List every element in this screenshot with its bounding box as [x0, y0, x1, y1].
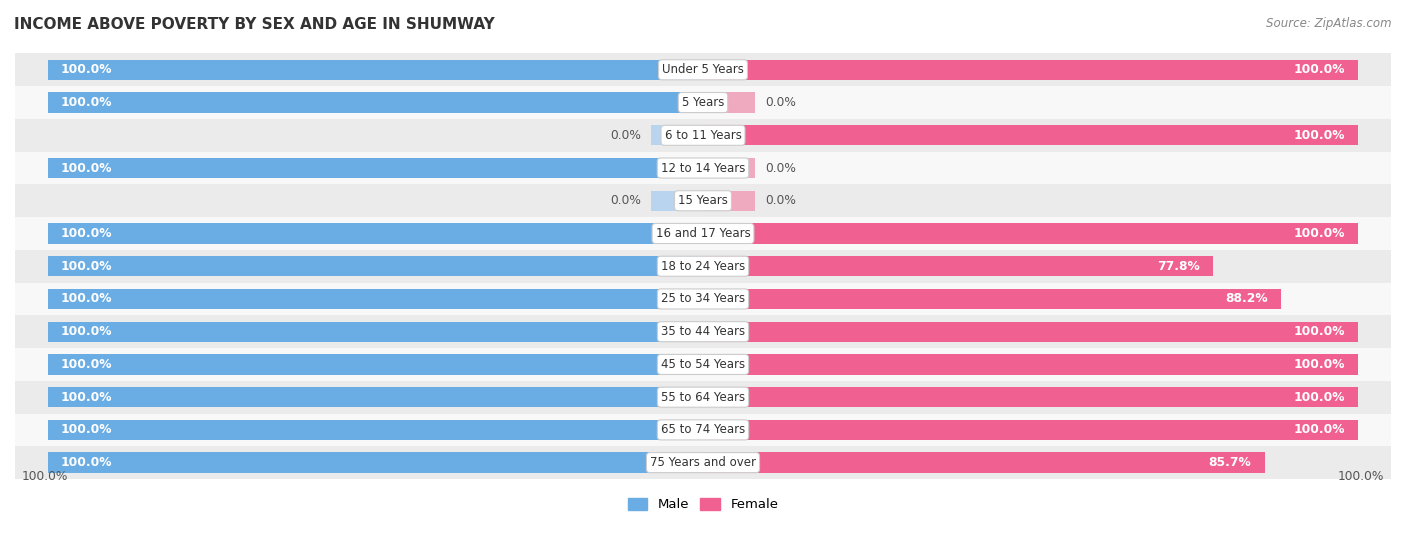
Bar — [703, 321, 1358, 342]
Text: 100.0%: 100.0% — [1294, 358, 1346, 371]
Bar — [703, 452, 1264, 473]
Text: 100.0%: 100.0% — [60, 227, 112, 240]
Text: 100.0%: 100.0% — [60, 423, 112, 437]
Bar — [703, 387, 1358, 408]
Text: 0.0%: 0.0% — [765, 162, 796, 174]
Bar — [48, 60, 703, 80]
Bar — [703, 92, 755, 113]
Text: 100.0%: 100.0% — [60, 358, 112, 371]
Text: 75 Years and over: 75 Years and over — [650, 456, 756, 469]
Text: Source: ZipAtlas.com: Source: ZipAtlas.com — [1267, 17, 1392, 30]
Text: 100.0%: 100.0% — [60, 456, 112, 469]
Bar — [48, 256, 703, 276]
Bar — [15, 184, 1391, 217]
Text: 15 Years: 15 Years — [678, 195, 728, 207]
Text: 100.0%: 100.0% — [60, 292, 112, 305]
Bar — [703, 191, 755, 211]
Bar — [703, 420, 1358, 440]
Bar — [48, 224, 703, 244]
Text: 0.0%: 0.0% — [610, 129, 641, 142]
Text: 100.0%: 100.0% — [60, 325, 112, 338]
Bar — [48, 452, 703, 473]
Text: 5 Years: 5 Years — [682, 96, 724, 109]
Text: 55 to 64 Years: 55 to 64 Years — [661, 391, 745, 404]
Bar — [15, 348, 1391, 381]
Bar — [703, 60, 1358, 80]
Text: 100.0%: 100.0% — [21, 470, 67, 483]
Text: 12 to 14 Years: 12 to 14 Years — [661, 162, 745, 174]
Text: 16 and 17 Years: 16 and 17 Years — [655, 227, 751, 240]
Text: 100.0%: 100.0% — [1339, 470, 1385, 483]
Bar — [15, 381, 1391, 414]
Bar — [48, 289, 703, 309]
Text: 0.0%: 0.0% — [765, 96, 796, 109]
Text: 65 to 74 Years: 65 to 74 Years — [661, 423, 745, 437]
Text: 100.0%: 100.0% — [1294, 325, 1346, 338]
Text: 45 to 54 Years: 45 to 54 Years — [661, 358, 745, 371]
Text: 18 to 24 Years: 18 to 24 Years — [661, 260, 745, 273]
Text: 100.0%: 100.0% — [60, 162, 112, 174]
Bar — [48, 354, 703, 375]
Bar — [48, 92, 703, 113]
Text: 6 to 11 Years: 6 to 11 Years — [665, 129, 741, 142]
Bar — [48, 387, 703, 408]
Bar — [15, 315, 1391, 348]
Bar — [15, 250, 1391, 283]
Text: 100.0%: 100.0% — [1294, 129, 1346, 142]
Bar — [703, 289, 1281, 309]
Text: 25 to 34 Years: 25 to 34 Years — [661, 292, 745, 305]
Bar — [15, 283, 1391, 315]
Bar — [15, 151, 1391, 184]
Bar — [703, 125, 1358, 145]
Text: 0.0%: 0.0% — [765, 195, 796, 207]
Text: 100.0%: 100.0% — [1294, 423, 1346, 437]
Bar — [703, 158, 755, 178]
Bar — [15, 119, 1391, 151]
Text: 100.0%: 100.0% — [60, 260, 112, 273]
Bar — [48, 321, 703, 342]
Text: 85.7%: 85.7% — [1209, 456, 1251, 469]
Text: 100.0%: 100.0% — [1294, 227, 1346, 240]
Bar — [703, 224, 1358, 244]
Bar — [15, 54, 1391, 86]
Bar — [48, 158, 703, 178]
Text: 100.0%: 100.0% — [1294, 63, 1346, 77]
Legend: Male, Female: Male, Female — [623, 492, 783, 517]
Bar — [48, 420, 703, 440]
Text: INCOME ABOVE POVERTY BY SEX AND AGE IN SHUMWAY: INCOME ABOVE POVERTY BY SEX AND AGE IN S… — [14, 17, 495, 32]
Text: 100.0%: 100.0% — [1294, 391, 1346, 404]
Bar — [703, 354, 1358, 375]
Bar — [15, 217, 1391, 250]
Text: 100.0%: 100.0% — [60, 96, 112, 109]
Bar — [15, 86, 1391, 119]
Text: 0.0%: 0.0% — [610, 195, 641, 207]
Text: 100.0%: 100.0% — [60, 63, 112, 77]
Text: 77.8%: 77.8% — [1157, 260, 1199, 273]
Text: 100.0%: 100.0% — [60, 391, 112, 404]
Text: 88.2%: 88.2% — [1225, 292, 1268, 305]
Bar — [15, 446, 1391, 479]
Bar — [651, 125, 703, 145]
Text: 35 to 44 Years: 35 to 44 Years — [661, 325, 745, 338]
Bar — [15, 414, 1391, 446]
Bar — [651, 191, 703, 211]
Bar — [703, 256, 1213, 276]
Text: Under 5 Years: Under 5 Years — [662, 63, 744, 77]
